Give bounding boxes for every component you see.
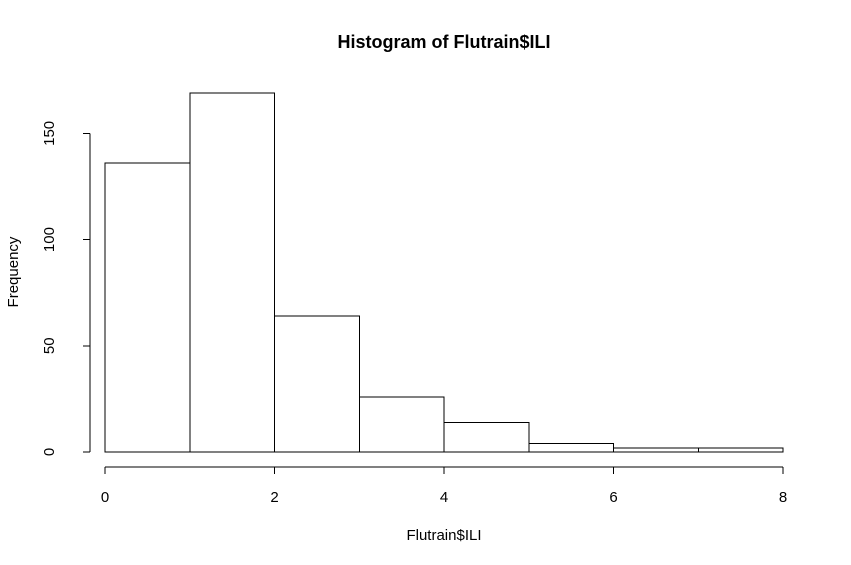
histogram-bar-7: [697, 447, 784, 453]
x-tick-label-2: 4: [440, 489, 448, 506]
x-tick-label-0: 0: [101, 489, 109, 506]
y-tick-label-1: 50: [41, 337, 58, 354]
y-axis-label: Frequency: [5, 236, 22, 307]
histogram-bar-5: [528, 443, 614, 453]
y-tick-label-0: 0: [41, 448, 58, 456]
chart-title: Histogram of Flutrain$ILI: [337, 32, 550, 52]
x-tick-label-3: 6: [609, 489, 617, 506]
bars-group: [104, 92, 784, 453]
histogram-bar-4: [443, 421, 530, 453]
histogram-bar-6: [613, 447, 699, 453]
histogram-bar-3: [358, 396, 445, 453]
x-tick-label-4: 8: [779, 489, 787, 506]
x-axis-label: Flutrain$ILI: [406, 527, 481, 544]
x-tick-label-1: 2: [270, 489, 278, 506]
y-tick-label-2: 100: [41, 227, 58, 252]
histogram-bar-0: [104, 162, 191, 453]
x-axis: 0 2 4 6 8: [101, 466, 787, 506]
histogram-bar-1: [189, 92, 275, 453]
y-axis: 0 50 100 150: [41, 121, 91, 456]
y-tick-label-3: 150: [41, 121, 58, 146]
histogram-bar-2: [274, 315, 360, 453]
